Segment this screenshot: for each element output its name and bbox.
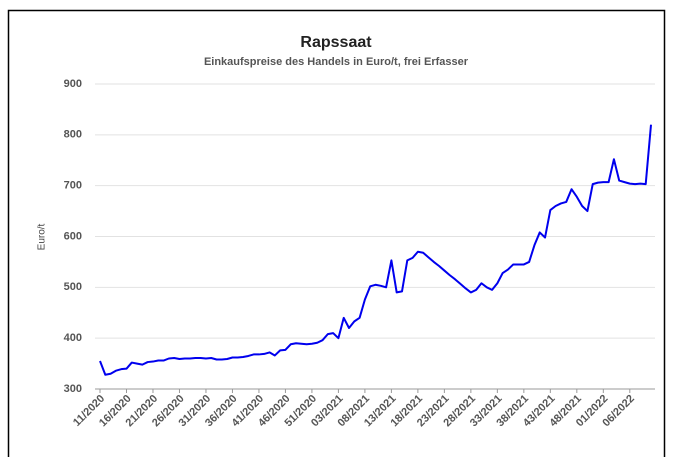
- y-tick-label: 800: [64, 129, 82, 141]
- chart-subtitle: Einkaufspreise des Handels in Euro/t, fr…: [204, 56, 469, 68]
- frame: [7, 9, 666, 457]
- y-tick-label: 500: [64, 281, 82, 293]
- y-axis-label: Euro/t: [37, 223, 48, 250]
- y-tick-label: 300: [64, 383, 82, 395]
- y-tick-label: 900: [64, 78, 82, 90]
- chart-title: Rapssaat: [300, 34, 372, 51]
- y-tick-label: 600: [64, 230, 82, 242]
- line-series: [99, 124, 652, 376]
- y-tick-label: 400: [64, 332, 82, 344]
- y-tick-label: 700: [64, 180, 82, 192]
